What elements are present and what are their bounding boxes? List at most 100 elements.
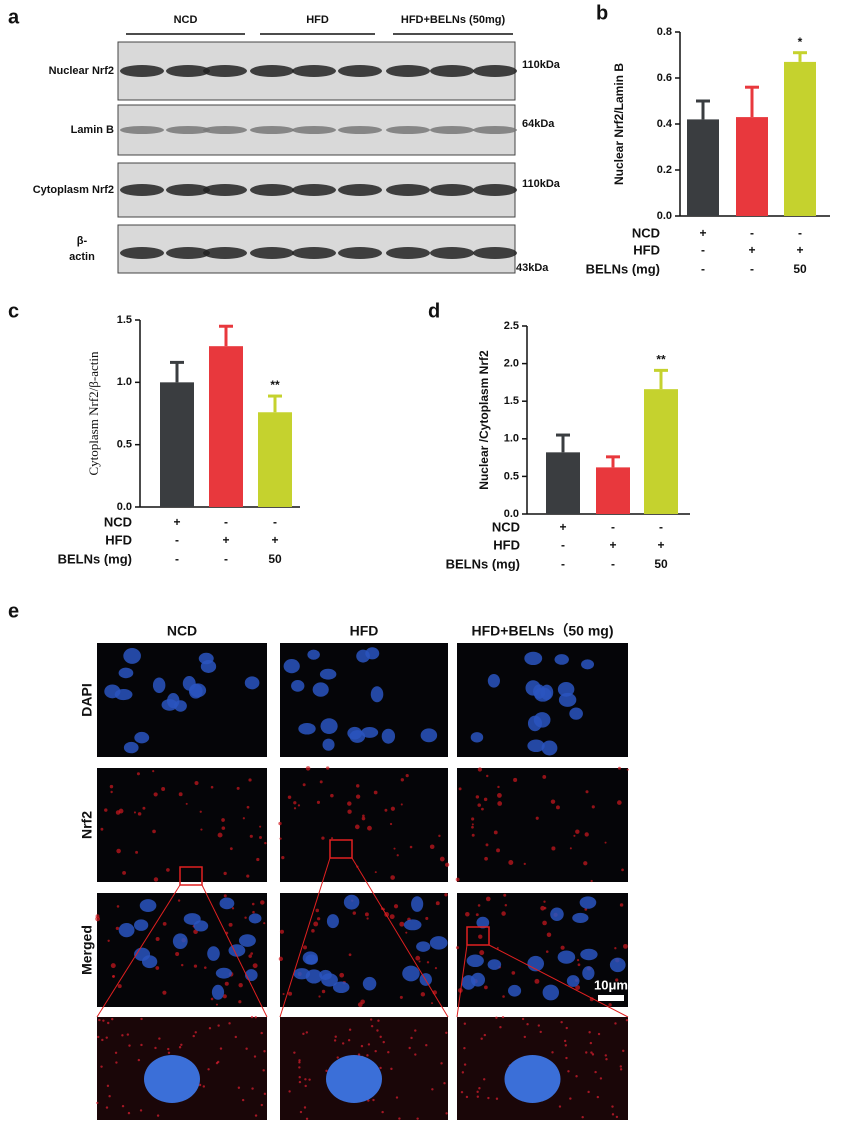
signal-dot xyxy=(463,1063,467,1066)
signal-dot xyxy=(224,981,229,986)
signal-dot xyxy=(325,1069,328,1073)
signal-dot xyxy=(279,837,282,840)
blot-band xyxy=(250,184,294,196)
treatment-mark: - xyxy=(175,533,179,547)
signal-dot xyxy=(373,790,378,795)
signal-dot xyxy=(615,978,619,982)
signal-dot xyxy=(264,841,267,845)
signal-dot xyxy=(208,1026,212,1030)
treatment-mark: 50 xyxy=(654,557,668,571)
signal-dot xyxy=(487,1096,490,1100)
signal-dot xyxy=(248,778,252,782)
signal-dot xyxy=(400,778,404,782)
signal-dot xyxy=(625,1018,629,1022)
signal-dot xyxy=(369,1018,373,1021)
signal-dot xyxy=(152,770,155,773)
signal-dot xyxy=(107,1021,110,1025)
signal-dot xyxy=(476,1095,480,1098)
signal-dot xyxy=(260,900,265,905)
signal-dot xyxy=(387,1051,390,1054)
signal-dot xyxy=(399,995,403,999)
treatment-name: NCD xyxy=(104,514,132,529)
nucleus xyxy=(189,683,207,698)
signal-dot xyxy=(193,964,198,968)
signal-dot xyxy=(133,811,136,814)
signal-dot xyxy=(177,899,181,902)
signal-dot xyxy=(409,845,413,849)
signal-dot xyxy=(252,963,258,969)
signal-dot xyxy=(228,922,233,927)
signal-dot xyxy=(248,954,252,958)
signal-dot xyxy=(313,921,319,927)
signal-dot xyxy=(485,774,489,778)
blot-band xyxy=(120,247,164,259)
y-tick-label: 0.0 xyxy=(504,508,519,520)
nucleus xyxy=(487,959,502,970)
signal-dot xyxy=(496,792,502,798)
signal-dot xyxy=(252,910,255,914)
signal-dot xyxy=(110,790,113,794)
signal-dot xyxy=(98,1018,101,1022)
signal-dot xyxy=(199,810,202,813)
signal-dot xyxy=(162,921,167,926)
signal-dot xyxy=(621,868,624,872)
zoom-line xyxy=(279,857,331,1018)
nucleus xyxy=(403,919,422,931)
treatment-name: HFD xyxy=(105,532,132,547)
signal-dot xyxy=(100,827,104,831)
signal-dot xyxy=(611,1105,614,1108)
signal-dot xyxy=(278,956,284,961)
signal-dot xyxy=(198,1083,202,1087)
signal-dot xyxy=(336,1056,339,1059)
signal-dot xyxy=(523,1035,527,1039)
nucleus xyxy=(466,954,484,968)
signal-dot xyxy=(154,1046,157,1050)
nucleus xyxy=(557,950,576,964)
nucleus xyxy=(569,707,583,720)
signal-dot xyxy=(384,808,388,812)
signal-dot xyxy=(162,990,167,995)
treatment-mark: - xyxy=(273,515,277,529)
signal-dot xyxy=(334,1035,337,1038)
signal-dot xyxy=(585,1051,588,1054)
signal-dot xyxy=(254,1016,257,1019)
treatment-mark: + xyxy=(271,533,278,547)
signal-dot xyxy=(396,854,399,857)
nucleus xyxy=(541,740,558,756)
signal-dot xyxy=(298,1059,301,1062)
y-tick-label: 1.5 xyxy=(117,314,132,326)
signal-dot xyxy=(357,1053,361,1056)
nucleus xyxy=(361,726,379,738)
signal-dot xyxy=(376,1029,379,1032)
signal-dot xyxy=(410,1036,413,1040)
signal-dot xyxy=(118,808,124,814)
nucleus xyxy=(572,912,589,923)
blot-row-label: actin xyxy=(69,251,95,263)
y-tick-label: 0.0 xyxy=(657,210,672,222)
blot-band xyxy=(120,184,164,196)
signal-dot xyxy=(390,1067,393,1071)
signal-dot xyxy=(297,804,301,807)
signal-dot xyxy=(374,1049,377,1053)
signal-dot xyxy=(155,937,160,942)
signal-dot xyxy=(347,801,352,806)
signal-dot xyxy=(587,1090,590,1094)
significance: * xyxy=(798,35,803,49)
signal-dot xyxy=(298,1061,301,1064)
signal-dot xyxy=(616,800,622,805)
signal-dot xyxy=(555,805,560,810)
signal-dot xyxy=(622,1049,625,1053)
signal-dot xyxy=(444,862,450,867)
y-tick-label: 0.8 xyxy=(657,26,672,38)
signal-dot xyxy=(415,955,421,961)
signal-dot xyxy=(431,1088,434,1091)
panel-label: d xyxy=(428,300,440,322)
signal-dot xyxy=(367,825,372,831)
nucleus xyxy=(356,649,370,663)
signal-dot xyxy=(321,989,326,994)
blot-row-label: β- xyxy=(77,235,88,247)
signal-dot xyxy=(481,807,484,811)
signal-dot xyxy=(260,1031,263,1035)
signal-dot xyxy=(136,772,140,776)
blot-band xyxy=(250,126,294,134)
